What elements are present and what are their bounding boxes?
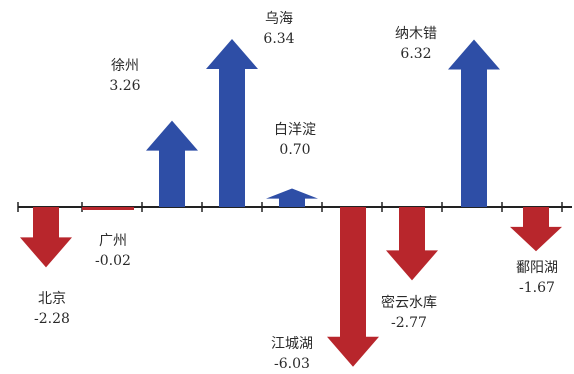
value-label-8: -1.67 <box>519 280 555 296</box>
category-label-1: 广州 <box>99 233 127 249</box>
bar-arrow-4 <box>266 188 318 207</box>
bar-arrow-0 <box>20 207 72 268</box>
category-label-4: 白洋淀 <box>274 122 316 138</box>
bar-arrow-3 <box>206 38 258 207</box>
axis-ticks <box>17 202 563 212</box>
bar-arrow-2 <box>146 120 198 207</box>
category-label-5: 江城湖 <box>271 336 313 352</box>
value-label-6: -2.77 <box>391 315 427 331</box>
category-label-8: 鄱阳湖 <box>516 260 558 276</box>
value-label-7: 6.32 <box>400 46 431 62</box>
category-label-0: 北京 <box>38 291 66 307</box>
category-label-2: 徐州 <box>111 58 139 74</box>
value-label-1: -0.02 <box>95 253 131 269</box>
bar-arrow-1 <box>82 207 134 210</box>
bar-arrow-6 <box>386 207 438 281</box>
value-label-0: -2.28 <box>34 311 70 327</box>
category-label-3: 乌海 <box>265 11 293 27</box>
value-label-3: 6.34 <box>263 31 294 47</box>
bar-labels: 北京 -2.28 广州 -0.02 徐州 3.26 乌海 6.34 白洋淀 0.70 江城湖 -6.0… <box>34 11 558 372</box>
category-label-6: 密云水库 <box>381 294 437 311</box>
bars <box>20 38 562 367</box>
bar-arrow-8 <box>510 207 562 252</box>
value-label-2: 3.26 <box>109 78 140 94</box>
value-label-4: 0.70 <box>279 142 310 158</box>
category-label-7: 纳木错 <box>395 26 437 42</box>
bar-arrow-5 <box>327 207 379 367</box>
value-label-5: -6.03 <box>274 356 310 372</box>
bar-arrow-7 <box>448 39 500 207</box>
